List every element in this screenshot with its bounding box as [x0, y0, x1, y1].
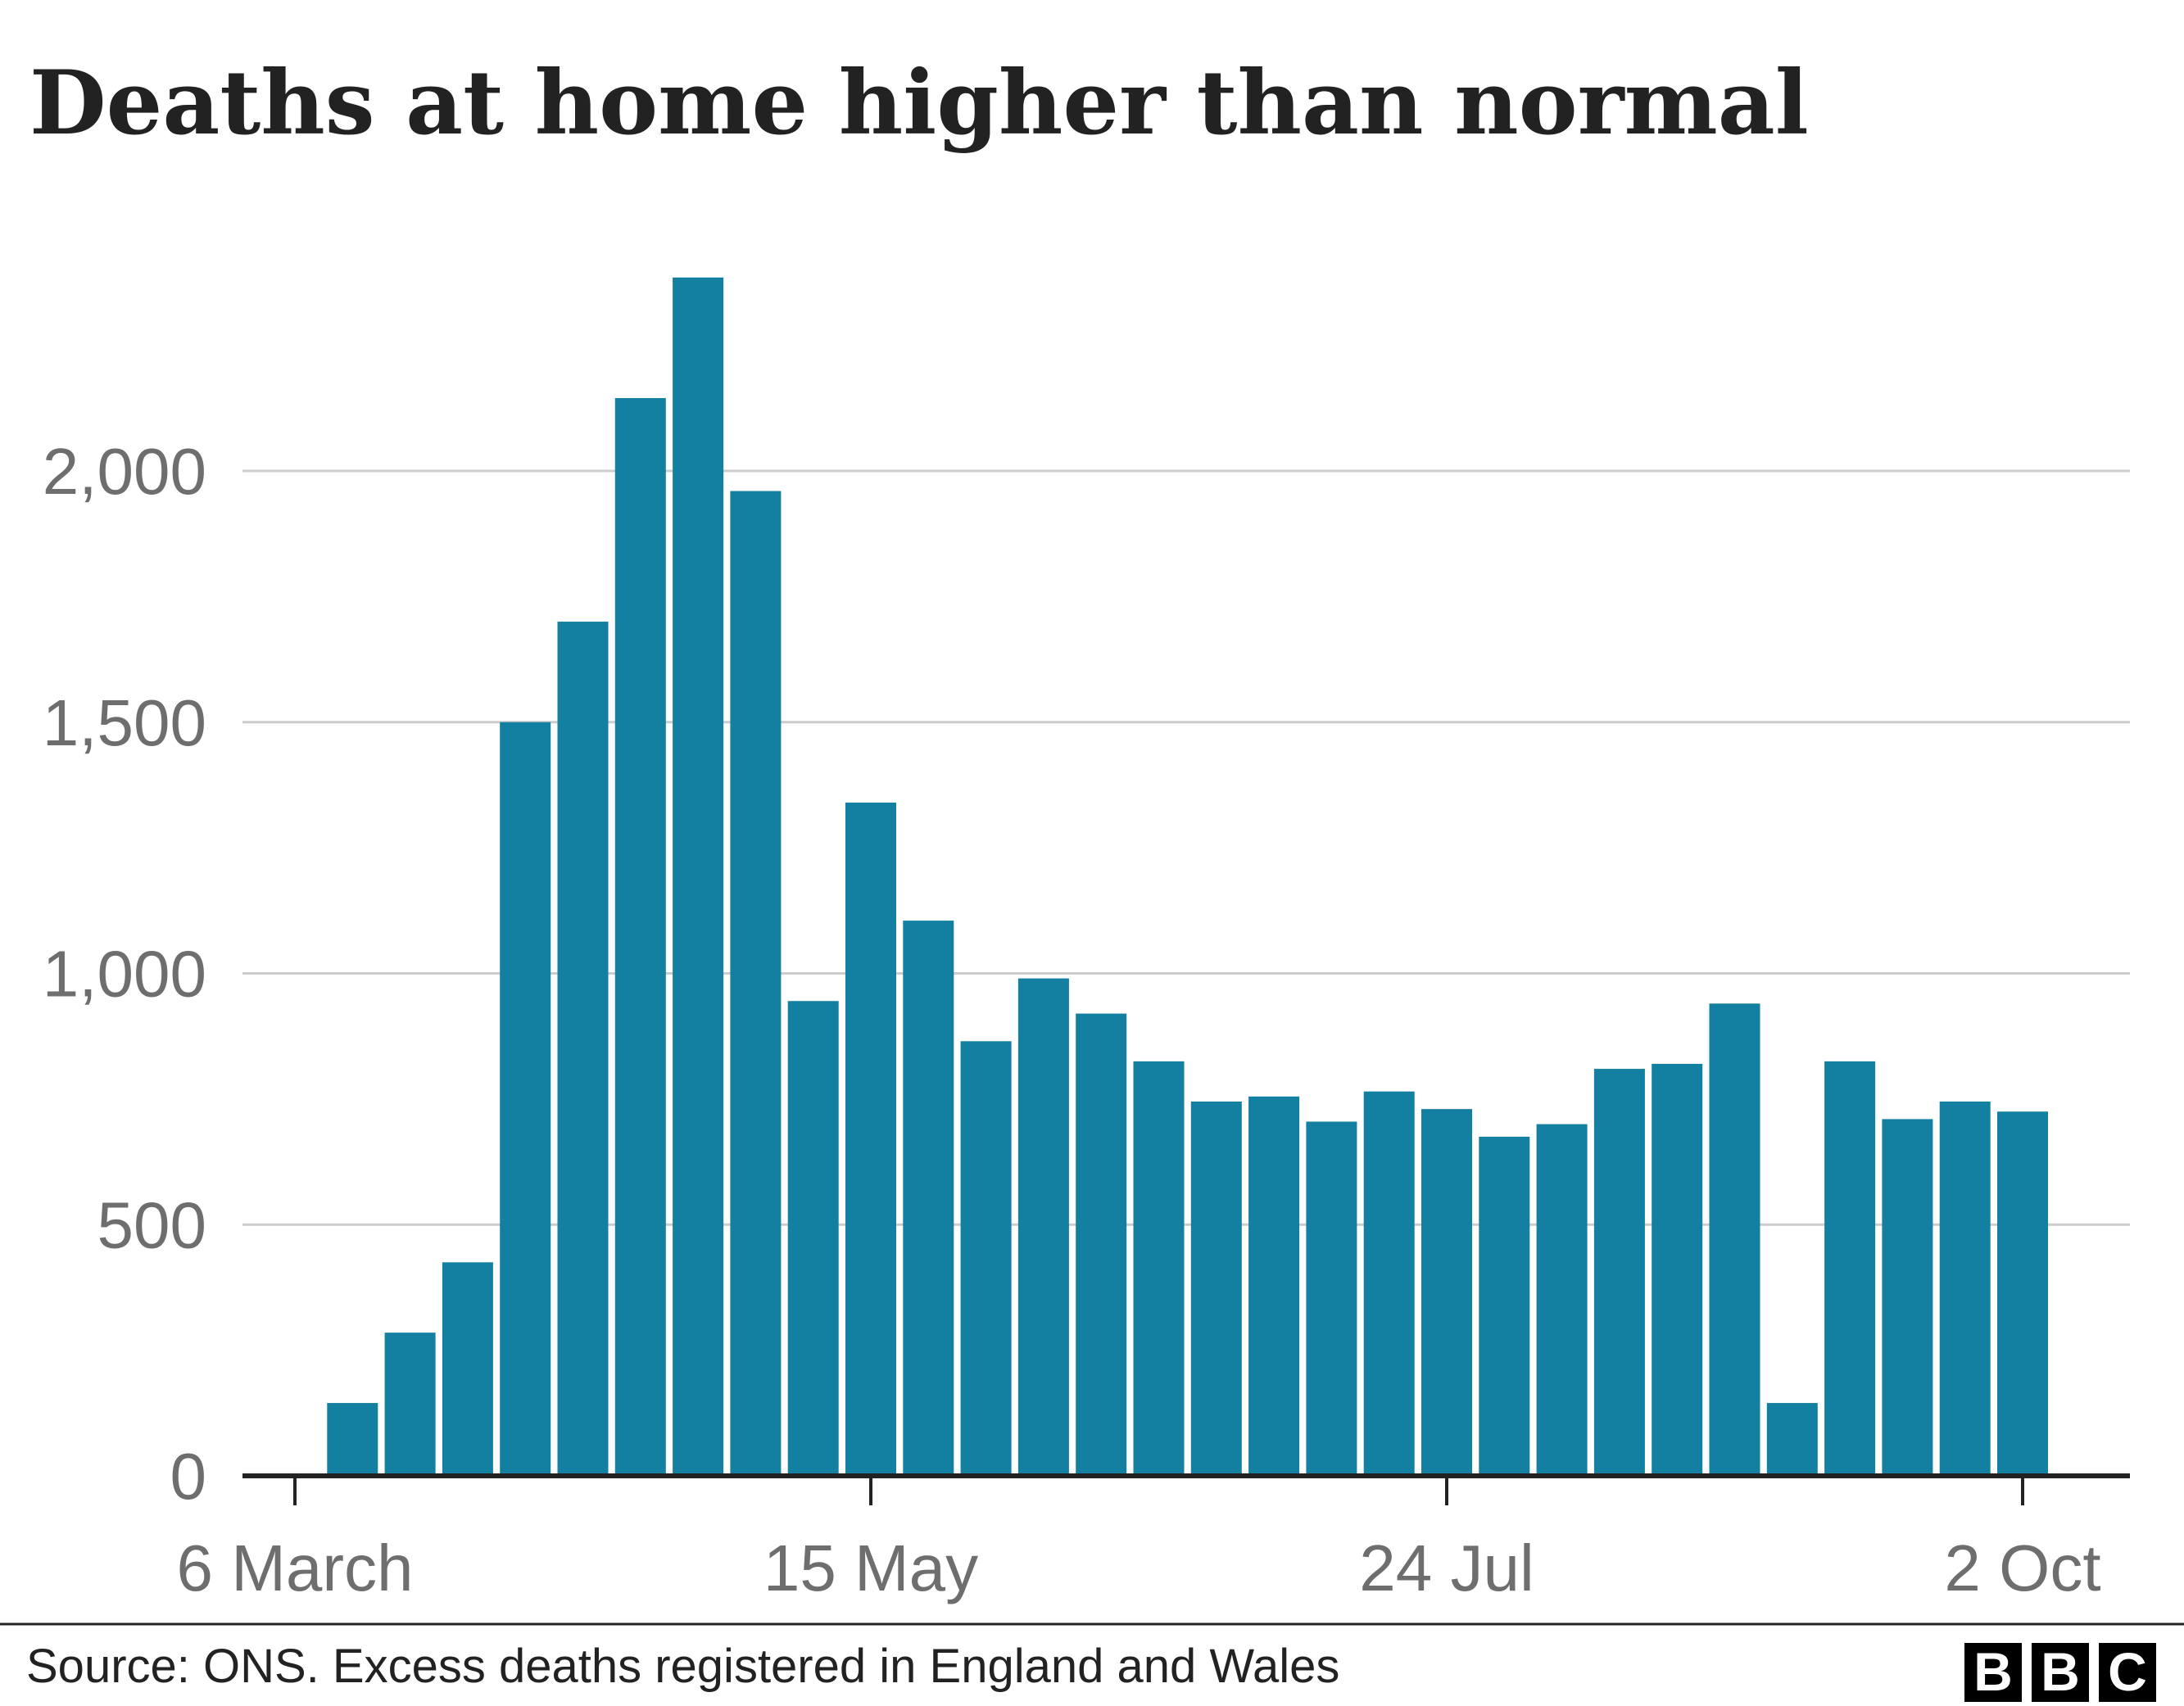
bar: [1593, 1069, 1645, 1476]
bar: [1939, 1101, 1991, 1476]
logo-box: [1964, 1643, 2022, 1702]
bar: [557, 622, 609, 1476]
y-tick-label: 1,500: [43, 686, 206, 759]
y-axis-labels: 0 500 1,000 1,500 2,000: [43, 435, 206, 1513]
logo-letter: B: [2041, 1641, 2080, 1702]
bar: [500, 722, 551, 1476]
bar: [384, 1333, 436, 1476]
y-tick-label: 2,000: [43, 435, 206, 508]
logo-letter: C: [2108, 1641, 2147, 1702]
bar: [1190, 1101, 1242, 1476]
bar: [960, 1041, 1012, 1476]
bars: [327, 277, 2048, 1477]
chart-title: Deaths at home higher than normal: [29, 52, 1809, 155]
bar: [845, 802, 896, 1476]
gridlines: [242, 469, 2130, 1226]
x-axis-ticks: 6 March 15 May 24 Jul 2 Oct: [177, 1476, 2101, 1604]
x-tick-label: 24 Jul: [1359, 1532, 1534, 1604]
bar: [327, 1403, 378, 1476]
bar: [1133, 1061, 1185, 1476]
y-tick-label: 0: [170, 1440, 207, 1513]
y-tick-label: 500: [97, 1188, 206, 1261]
bar: [1709, 1003, 1760, 1476]
bar: [1882, 1119, 1933, 1476]
bar: [1652, 1063, 1703, 1476]
logo-box: [2099, 1643, 2156, 1702]
logo-box: [2032, 1643, 2089, 1702]
bar: [787, 1001, 839, 1476]
x-tick-label: 2 Oct: [1944, 1532, 2100, 1604]
bar: [673, 277, 724, 1476]
bar: [1421, 1109, 1472, 1476]
bar: [614, 398, 666, 1477]
x-tick-label: 15 May: [763, 1532, 978, 1604]
x-tick-label: 6 March: [177, 1532, 414, 1604]
source-note: Source: ONS. Excess deaths registered in…: [26, 1640, 1339, 1693]
bar: [1824, 1061, 1876, 1476]
bar: [1363, 1091, 1415, 1476]
bar: [1536, 1124, 1588, 1476]
bar: [730, 491, 782, 1476]
bar: [903, 921, 954, 1476]
bar: [1248, 1096, 1300, 1476]
bar: [1017, 978, 1069, 1476]
bar: [1997, 1111, 2048, 1476]
bar: [1076, 1013, 1127, 1476]
bar: [1306, 1121, 1357, 1476]
logo-letter: B: [1973, 1641, 2013, 1702]
bar: [442, 1262, 493, 1476]
y-tick-label: 1,000: [43, 938, 206, 1011]
bar: [1479, 1136, 1530, 1476]
bar: [1766, 1403, 1818, 1476]
